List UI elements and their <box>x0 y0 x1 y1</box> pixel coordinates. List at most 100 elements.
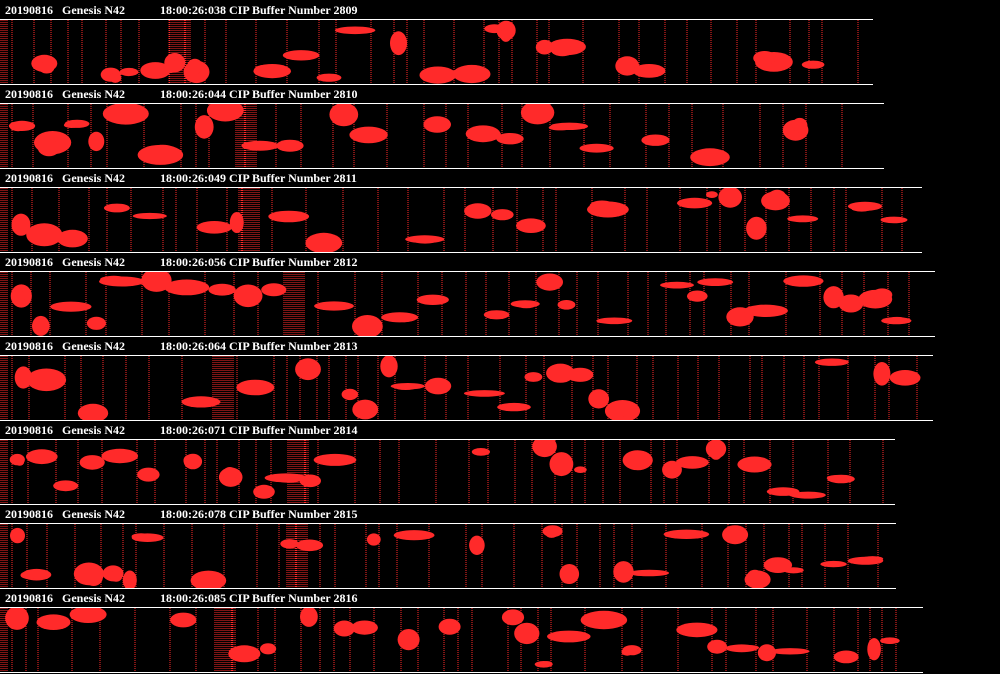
particle-blob <box>707 639 727 654</box>
particle-blob <box>254 64 277 75</box>
particle-blob <box>783 275 824 287</box>
buffer-strip: 20190816 Genesis N42 18:00:26:049 CIP Buff… <box>0 170 1000 254</box>
particle-blob <box>746 216 767 240</box>
buffer-timestamp: 18:00:26:064 CIP Buffer Number 2813 <box>160 339 358 353</box>
particle-blob <box>196 221 232 234</box>
buffer-top-line <box>0 439 895 440</box>
particle-blob <box>792 117 808 133</box>
buffer-top-line <box>0 271 935 272</box>
particle-blob <box>787 215 819 223</box>
buffer-date: 20190816 <box>5 591 53 605</box>
particle-blob <box>609 401 631 417</box>
buffer-date: 20190816 <box>5 171 53 185</box>
particle-blob <box>380 356 398 378</box>
buffer-top-line <box>0 19 873 20</box>
particle-blob <box>26 368 67 392</box>
particle-blob <box>814 358 849 366</box>
particle-blob <box>11 213 31 236</box>
particle-blob <box>84 570 103 586</box>
particle-blob <box>10 124 26 132</box>
particle-blob <box>300 608 318 627</box>
particle-blob <box>393 315 416 323</box>
particle-blob <box>282 50 320 61</box>
particle-blob <box>557 300 576 310</box>
particle-blob <box>305 232 343 252</box>
particle-blob <box>15 457 25 466</box>
particle-blob <box>38 61 55 74</box>
particle-blob <box>483 310 510 320</box>
buffer-date: 20190816 <box>5 3 53 17</box>
particle-blob <box>137 214 159 219</box>
particle-blob <box>10 527 25 544</box>
particle-blob <box>574 466 587 473</box>
particle-blob <box>187 58 203 75</box>
particle-blob <box>438 618 461 635</box>
particle-blob <box>5 608 29 630</box>
particle-blob <box>506 611 521 623</box>
particle-blob <box>295 358 321 381</box>
particle-blob <box>672 530 701 538</box>
particle-image-strip <box>0 524 884 588</box>
particle-blob <box>275 476 302 483</box>
particle-blob <box>88 131 105 152</box>
particle-blob <box>882 216 899 222</box>
buffer-timestamp: 18:00:26:071 CIP Buffer Number 2814 <box>160 423 358 437</box>
particle-blob <box>395 385 416 390</box>
particle-blob <box>677 197 713 209</box>
particle-blob <box>208 283 236 296</box>
particle-blob <box>20 571 39 580</box>
particle-blob <box>697 278 734 286</box>
buffer-date: 20190816 <box>5 339 53 353</box>
buffer-timestamp: 18:00:26:044 CIP Buffer Number 2810 <box>160 87 358 101</box>
buffer-top-line <box>0 355 933 356</box>
buffer-bottom-line <box>0 420 933 421</box>
particle-blob <box>690 148 730 167</box>
particle-blob <box>826 475 844 482</box>
particle-blob <box>625 450 645 465</box>
particle-blob <box>861 556 884 562</box>
particle-blob <box>900 371 920 383</box>
buffer-bottom-line <box>0 336 935 337</box>
particle-blob <box>551 44 574 57</box>
buffer-top-line <box>0 103 884 104</box>
particle-blob <box>53 480 79 492</box>
particle-blob <box>86 316 106 330</box>
particle-blob <box>560 569 573 584</box>
buffer-strip: 20190816 Genesis N42 18:00:26:078 CIP Buff… <box>0 506 1000 590</box>
particle-blob <box>329 104 359 127</box>
buffer-timestamp: 18:00:26:038 CIP Buffer Number 2809 <box>160 3 358 17</box>
particle-blob <box>567 367 594 382</box>
particle-blob <box>352 315 383 336</box>
buffer-bottom-line <box>0 84 873 85</box>
particle-blob <box>416 294 449 305</box>
buffer-timestamp: 18:00:26:049 CIP Buffer Number 2811 <box>160 171 357 185</box>
particle-blob <box>183 454 195 466</box>
particle-blob <box>141 272 172 292</box>
particle-blob <box>425 377 452 395</box>
buffer-top-line <box>0 607 923 608</box>
particle-blob <box>826 290 839 307</box>
particle-blob <box>517 303 536 309</box>
probe-name: Genesis N42 <box>62 591 125 605</box>
particle-blob <box>775 649 800 654</box>
particle-blob <box>281 540 293 548</box>
particle-blob <box>11 289 25 306</box>
particle-blob <box>464 203 492 219</box>
particle-blob <box>371 535 380 544</box>
particle-blob <box>496 133 524 145</box>
buffer-strip: 20190816 Genesis N42 18:00:26:071 CIP Buff… <box>0 422 1000 506</box>
buffer-date: 20190816 <box>5 87 53 101</box>
particle-blob <box>36 614 71 630</box>
particle-blob <box>57 229 88 248</box>
particle-blob <box>26 223 63 247</box>
probe-name: Genesis N42 <box>62 87 125 101</box>
particle-blob <box>126 576 135 588</box>
particle-blob <box>788 492 811 498</box>
buffer-strip: 20190816 Genesis N42 18:00:26:056 CIP Buff… <box>0 254 1000 338</box>
particle-blob <box>79 455 105 470</box>
particle-blob <box>26 449 58 465</box>
particle-image-strip <box>0 608 900 672</box>
particle-blob <box>743 304 788 317</box>
particle-blob <box>282 141 300 150</box>
particle-blob <box>295 539 324 552</box>
